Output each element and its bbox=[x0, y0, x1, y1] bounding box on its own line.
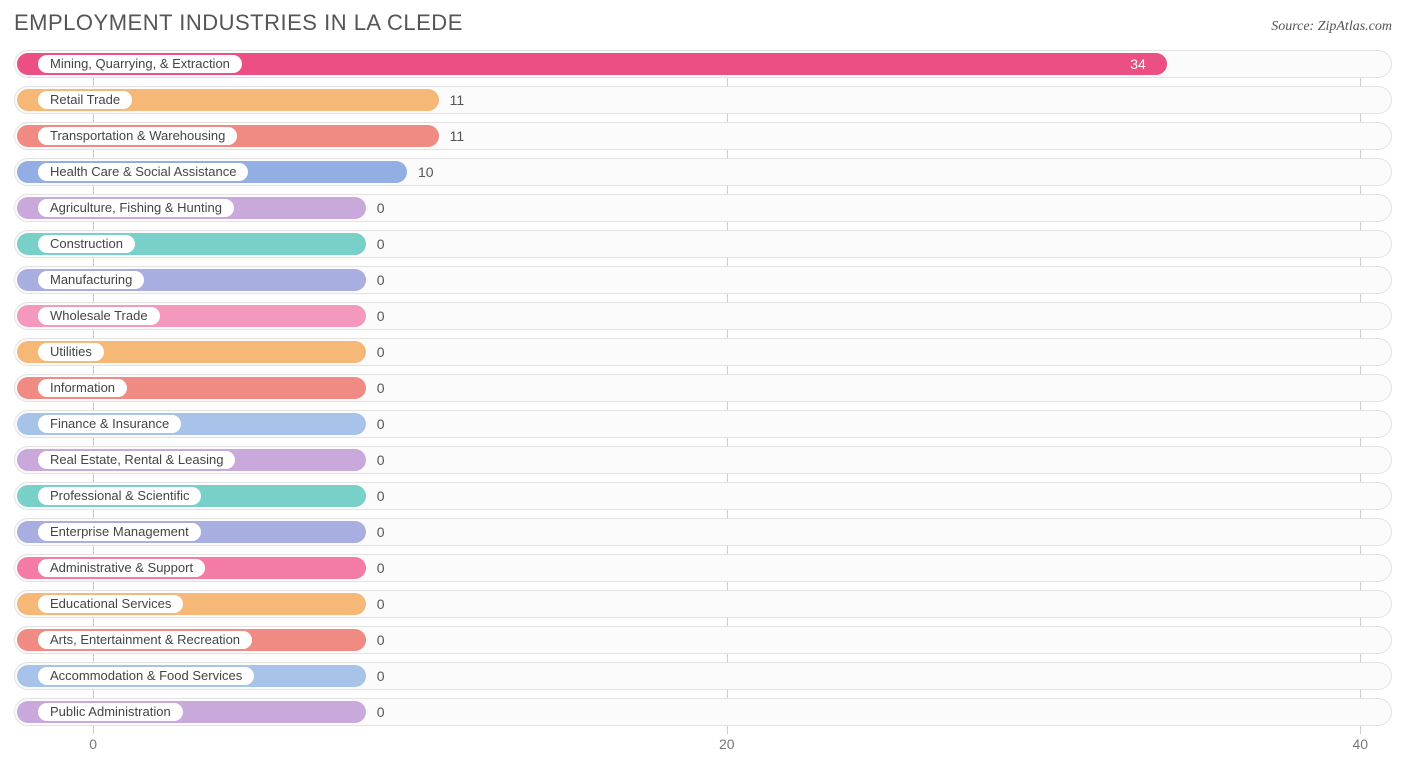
bar-category-label: Professional & Scientific bbox=[38, 487, 201, 505]
bar-row: Agriculture, Fishing & Hunting 0 bbox=[14, 194, 1392, 222]
bar-category-label: Public Administration bbox=[38, 703, 183, 721]
bar-category-label: Wholesale Trade bbox=[38, 307, 160, 325]
bar-row: Arts, Entertainment & Recreation 0 bbox=[14, 626, 1392, 654]
bar-value-label: 0 bbox=[377, 554, 385, 582]
bar-value-label: 0 bbox=[377, 266, 385, 294]
bar-category-label: Real Estate, Rental & Leasing bbox=[38, 451, 235, 469]
bar-value-label: 0 bbox=[377, 482, 385, 510]
bar-category-label: Mining, Quarrying, & Extraction bbox=[38, 55, 242, 73]
bar-category-label: Accommodation & Food Services bbox=[38, 667, 254, 685]
bar-value-label: 0 bbox=[377, 230, 385, 258]
chart-source: Source: ZipAtlas.com bbox=[1271, 19, 1392, 35]
bar-category-label: Utilities bbox=[38, 343, 104, 361]
bar-value-label: 11 bbox=[450, 122, 465, 150]
bar-category-label: Manufacturing bbox=[38, 271, 144, 289]
bar-value-label: 0 bbox=[377, 446, 385, 474]
bars-container: Mining, Quarrying, & Extraction 34 Retail … bbox=[14, 50, 1392, 726]
bar-category-label: Finance & Insurance bbox=[38, 415, 181, 433]
bar-value-label: 0 bbox=[377, 374, 385, 402]
bar-category-label: Administrative & Support bbox=[38, 559, 205, 577]
bar-value-label: 0 bbox=[377, 410, 385, 438]
chart-area: Mining, Quarrying, & Extraction 34 Retail … bbox=[14, 50, 1392, 756]
bar-row: Health Care & Social Assistance 10 bbox=[14, 158, 1392, 186]
bar-category-label: Transportation & Warehousing bbox=[38, 127, 237, 145]
bar-value-label: 10 bbox=[418, 158, 434, 186]
bar-row: Mining, Quarrying, & Extraction 34 bbox=[14, 50, 1392, 78]
x-tick-label: 40 bbox=[1353, 736, 1369, 752]
bar-value-label: 11 bbox=[450, 86, 465, 114]
bar-row: Accommodation & Food Services 0 bbox=[14, 662, 1392, 690]
bar-row: Transportation & Warehousing 11 bbox=[14, 122, 1392, 150]
chart-header: EMPLOYMENT INDUSTRIES IN LA CLEDE Source… bbox=[14, 10, 1392, 36]
bar-value-label: 0 bbox=[377, 590, 385, 618]
bar-value-label: 0 bbox=[377, 194, 385, 222]
bar-value-label: 0 bbox=[377, 662, 385, 690]
bar-row: Manufacturing 0 bbox=[14, 266, 1392, 294]
bar-row: Information 0 bbox=[14, 374, 1392, 402]
bar-category-label: Information bbox=[38, 379, 127, 397]
bar-row: Real Estate, Rental & Leasing 0 bbox=[14, 446, 1392, 474]
bar-value-label: 0 bbox=[377, 518, 385, 546]
bar-row: Educational Services 0 bbox=[14, 590, 1392, 618]
bar-row: Construction 0 bbox=[14, 230, 1392, 258]
bar-row: Professional & Scientific 0 bbox=[14, 482, 1392, 510]
bar-value-label: 0 bbox=[377, 338, 385, 366]
bar-value-label: 34 bbox=[1130, 50, 1146, 78]
bar-row: Wholesale Trade 0 bbox=[14, 302, 1392, 330]
bar-category-label: Educational Services bbox=[38, 595, 183, 613]
bar-category-label: Health Care & Social Assistance bbox=[38, 163, 248, 181]
bar-row: Public Administration 0 bbox=[14, 698, 1392, 726]
bar-value-label: 0 bbox=[377, 302, 385, 330]
bar-row: Utilities 0 bbox=[14, 338, 1392, 366]
chart-title: EMPLOYMENT INDUSTRIES IN LA CLEDE bbox=[14, 10, 463, 36]
bar-category-label: Agriculture, Fishing & Hunting bbox=[38, 199, 234, 217]
x-axis: 0 20 40 bbox=[14, 734, 1392, 756]
bar-row: Administrative & Support 0 bbox=[14, 554, 1392, 582]
bar-category-label: Enterprise Management bbox=[38, 523, 201, 541]
bar-row: Enterprise Management 0 bbox=[14, 518, 1392, 546]
bar-category-label: Retail Trade bbox=[38, 91, 132, 109]
x-tick-label: 20 bbox=[719, 736, 735, 752]
bar-row: Finance & Insurance 0 bbox=[14, 410, 1392, 438]
bar-category-label: Construction bbox=[38, 235, 135, 253]
x-tick-label: 0 bbox=[89, 736, 97, 752]
bar-row: Retail Trade 11 bbox=[14, 86, 1392, 114]
bar-value-label: 0 bbox=[377, 626, 385, 654]
bar-category-label: Arts, Entertainment & Recreation bbox=[38, 631, 252, 649]
bar-value-label: 0 bbox=[377, 698, 385, 726]
